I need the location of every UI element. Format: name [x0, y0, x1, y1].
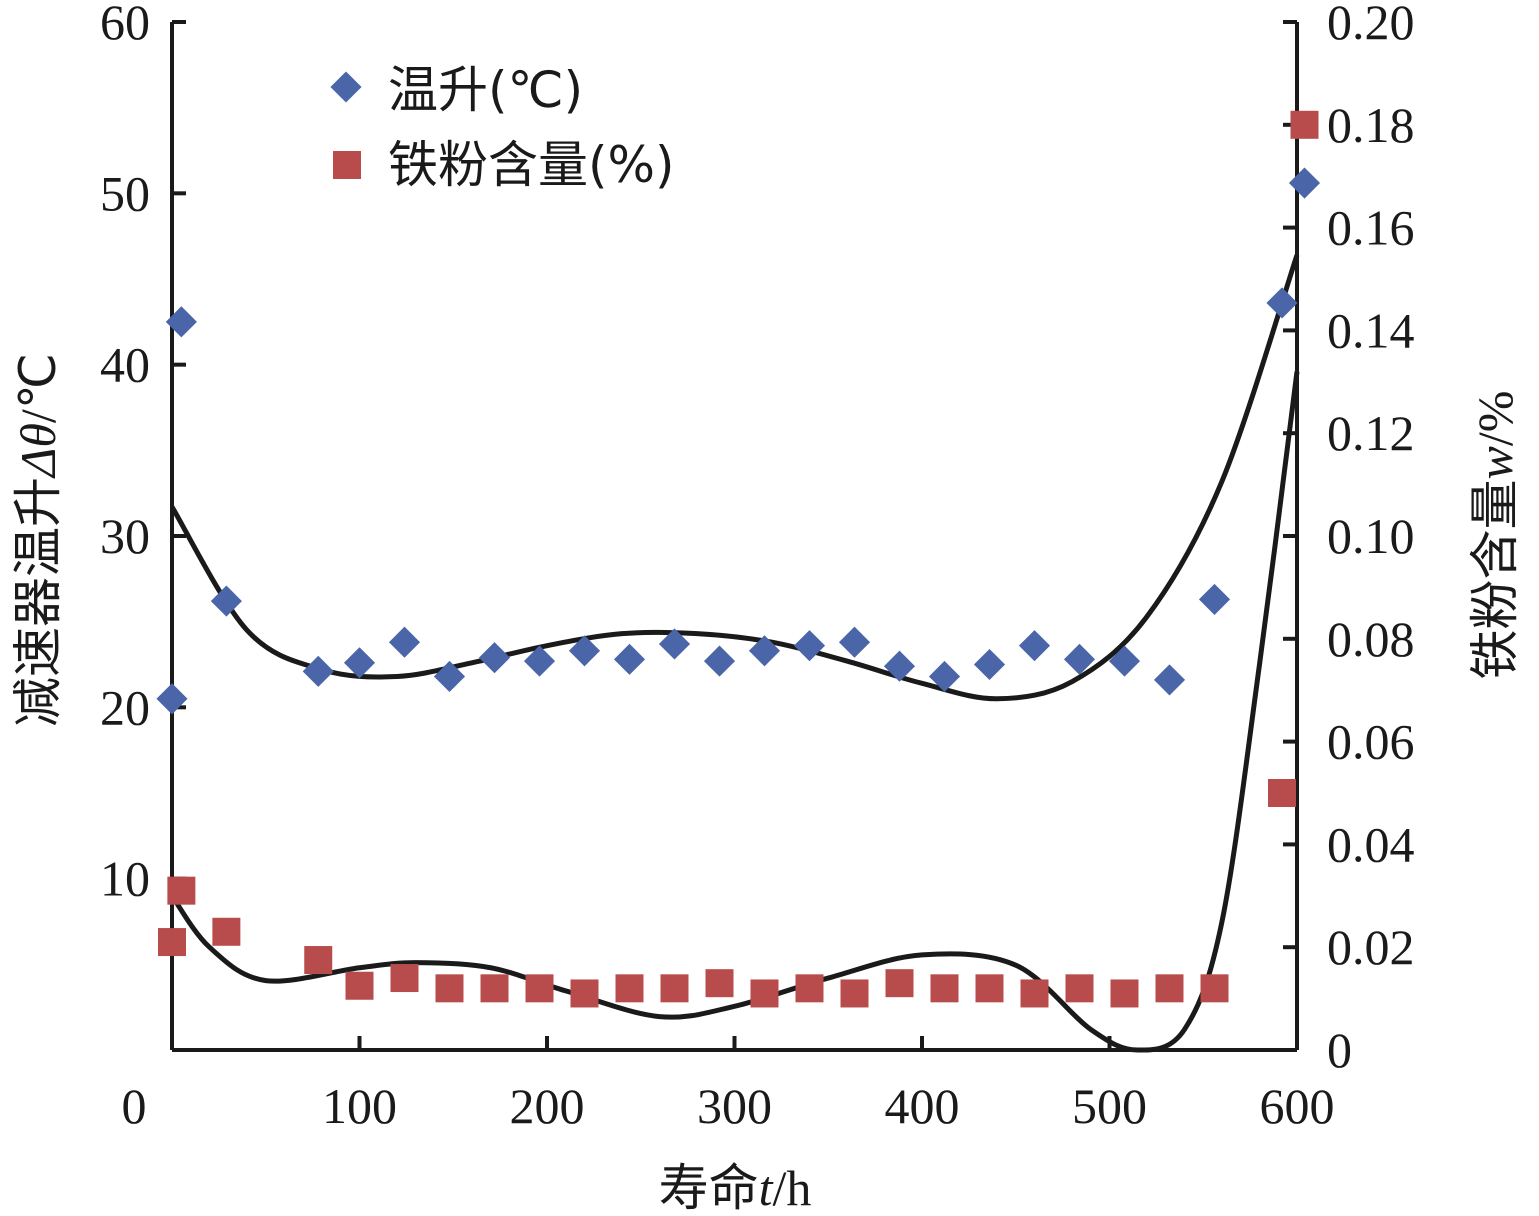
y-left-tick-label: 50	[100, 165, 150, 221]
iron-powder-point	[158, 928, 186, 957]
iron-powder-point	[212, 917, 241, 946]
temperature-point	[302, 655, 334, 687]
trend-line-temperature	[169, 254, 1300, 702]
iron-powder-point	[750, 979, 779, 1008]
temperature-point	[165, 306, 197, 338]
y-right-tick-label: 0.04	[1327, 816, 1415, 872]
y-right-tick-label: 0.06	[1327, 714, 1415, 770]
iron-powder-point	[167, 876, 196, 905]
iron-powder-point	[435, 974, 464, 1003]
iron-powder-point	[480, 974, 509, 1003]
y-left-tick-label: 10	[100, 851, 150, 907]
legend-square-marker	[333, 151, 361, 179]
iron-powder-point	[885, 969, 914, 998]
y-left-axis-title: 减速器温升Δθ/℃	[9, 353, 67, 727]
iron-powder-point	[705, 969, 734, 998]
ticks: 0 100 200 300 400 500 600 60 50 40 30 20 10 0.20 0.18 0…	[100, 0, 1415, 1134]
iron-powder-point	[1110, 979, 1139, 1008]
iron-powder-point	[1268, 779, 1296, 807]
y-left-tick-label: 20	[100, 679, 150, 735]
x-axis-title: 寿命t/h	[659, 1159, 812, 1216]
temperature-point	[703, 645, 736, 677]
iron-powder-point	[1155, 974, 1184, 1003]
temperature-point	[613, 643, 646, 675]
y-right-tick-label: 0.12	[1327, 405, 1415, 461]
temperature-point	[793, 630, 826, 662]
temperature-point	[838, 626, 871, 658]
x-tick-label: 100	[322, 1078, 397, 1134]
y-right-tick-label: 0.08	[1327, 611, 1415, 667]
y-right-tick-label: 0	[1327, 1022, 1352, 1078]
temperature-point	[883, 650, 916, 682]
trend-line-iron-powder	[169, 371, 1300, 1053]
data-markers	[156, 110, 1321, 1008]
temperature-point	[433, 660, 466, 693]
y-right-axis-title: 铁粉含量w/%	[1466, 391, 1524, 680]
y-right-tick-label: 0.14	[1327, 302, 1415, 358]
iron-powder-point	[304, 946, 333, 975]
x-tick-label: 600	[1260, 1078, 1335, 1134]
iron-powder-point	[1200, 974, 1229, 1003]
iron-powder-point	[840, 979, 869, 1008]
legend-label-temperature: 温升(℃)	[388, 61, 583, 119]
temperature-point	[1153, 664, 1186, 696]
temperature-point	[1198, 583, 1231, 615]
temperature-point	[343, 647, 376, 679]
iron-powder-point	[1065, 974, 1094, 1003]
iron-powder-point	[615, 974, 644, 1003]
y-right-tick-label: 0.20	[1327, 0, 1415, 50]
x-tick-label: 400	[885, 1078, 960, 1134]
y-right-tick-label: 0.10	[1327, 508, 1415, 564]
y-left-tick-label: 60	[100, 0, 150, 50]
iron-powder-point	[525, 974, 554, 1003]
iron-powder-point	[930, 974, 959, 1003]
temperature-point	[1266, 287, 1298, 319]
temperature-point	[156, 683, 188, 715]
y-right-tick-label: 0.16	[1327, 200, 1415, 256]
temperature-point	[973, 648, 1006, 681]
x-tick-label: 300	[697, 1078, 772, 1134]
iron-powder-point	[1290, 110, 1319, 139]
y-right-tick-label: 0.18	[1327, 97, 1415, 153]
temperature-point	[210, 585, 242, 617]
temperature-point	[1288, 167, 1321, 199]
legend: 温升(℃) 铁粉含量(%)	[330, 61, 675, 194]
temperature-point	[1018, 630, 1051, 662]
y-right-tick-label: 0.02	[1327, 919, 1415, 975]
iron-powder-point	[795, 974, 824, 1003]
y-left-tick-label: 30	[100, 508, 150, 564]
iron-powder-point	[660, 974, 689, 1003]
temperature-point	[388, 626, 421, 658]
iron-powder-point	[570, 979, 599, 1008]
temperature-point	[478, 642, 511, 674]
y-left-tick-label: 40	[100, 337, 150, 393]
iron-powder-point	[390, 964, 419, 993]
iron-powder-point	[345, 971, 374, 1000]
legend-label-iron-powder: 铁粉含量(%)	[388, 136, 675, 194]
iron-powder-point	[1020, 979, 1049, 1008]
x-tick-label: 500	[1072, 1078, 1147, 1134]
x-tick-label: 0	[122, 1078, 147, 1134]
x-tick-label: 200	[510, 1078, 585, 1134]
iron-powder-point	[975, 974, 1004, 1003]
legend-diamond-marker	[330, 71, 362, 103]
